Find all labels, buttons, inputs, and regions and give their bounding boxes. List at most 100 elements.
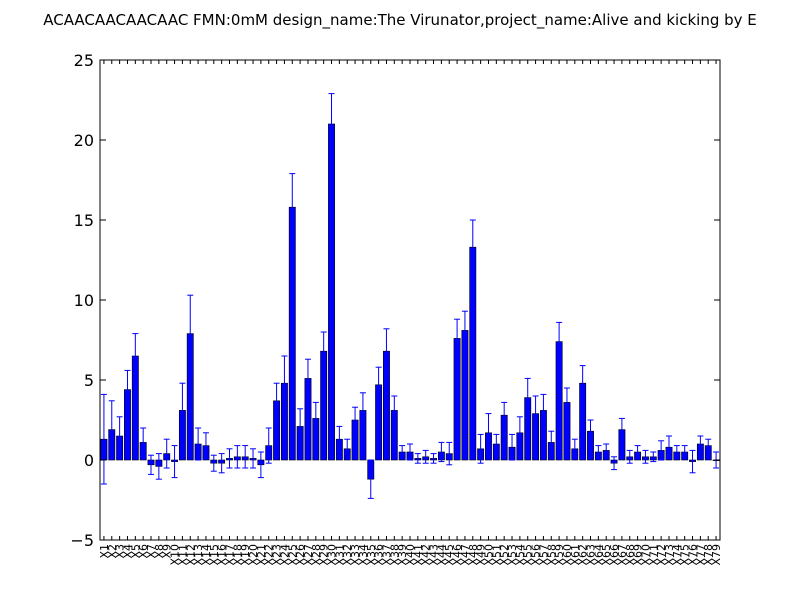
x-tick-label: X64: [592, 544, 605, 566]
x-tick-label: X23: [271, 544, 284, 566]
error-bar-X18: [234, 445, 241, 469]
error-bar-X34: [359, 392, 366, 429]
error-bar-X26: [297, 408, 304, 445]
error-bar-X50: [485, 413, 492, 453]
x-tick-label: X25: [286, 544, 299, 566]
x-tick-label: X38: [388, 544, 401, 566]
x-tick-label: X34: [357, 544, 370, 566]
x-tick-label: X33: [349, 544, 362, 566]
x-tick-label: X61: [569, 544, 582, 566]
error-bar-X70: [642, 449, 649, 464]
error-bar-X6: [140, 427, 147, 458]
x-tick-label: X35: [365, 544, 378, 566]
x-tick-label: X8: [153, 544, 166, 559]
x-tick-label: X43: [428, 544, 441, 566]
error-bar-X2: [108, 400, 115, 459]
x-tick-label: X71: [647, 544, 660, 566]
error-bar-X23: [273, 382, 280, 419]
error-bar-X54: [516, 416, 523, 450]
x-tick-label: X19: [239, 544, 252, 566]
error-bar-X15: [210, 454, 217, 472]
error-bar-X25: [289, 173, 296, 242]
error-bar-X12: [187, 294, 194, 373]
x-tick-label: X36: [373, 544, 386, 566]
x-tick-label: X42: [420, 544, 433, 566]
x-tick-label: X15: [208, 544, 221, 566]
x-tick-label: X44: [435, 544, 448, 566]
x-tick-label: X18: [231, 544, 244, 566]
x-tick-label: X62: [577, 544, 590, 566]
x-tick-label: X6: [137, 544, 150, 559]
x-tick-label: X56: [530, 544, 543, 566]
error-bar-X55: [524, 377, 531, 418]
error-bar-X42: [422, 449, 429, 464]
y-tick-label: 25: [74, 51, 94, 70]
y-tick-label: 0: [84, 451, 94, 470]
x-tick-label: X53: [506, 544, 519, 566]
error-bar-X65: [603, 443, 610, 458]
x-tick-label: X3: [114, 544, 127, 559]
x-tick-label: X7: [145, 544, 158, 559]
x-tick-label: X72: [655, 544, 668, 566]
error-bar-X29: [320, 331, 327, 371]
x-tick-label: X47: [459, 544, 472, 566]
error-bar-X72: [658, 440, 665, 461]
error-bar-X17: [226, 448, 233, 469]
error-bar-X64: [595, 445, 602, 459]
x-tick-label: X37: [380, 544, 393, 566]
error-bar-X30: [328, 93, 335, 155]
x-tick-label: X30: [326, 544, 339, 566]
error-bar-X9: [163, 438, 170, 469]
error-bar-X47: [461, 310, 468, 351]
x-tick-label: X78: [702, 544, 715, 566]
error-bar-X61: [571, 438, 578, 459]
error-bar-X60: [563, 387, 570, 418]
error-bar-X69: [634, 445, 641, 459]
error-bar-X52: [501, 401, 508, 429]
error-bar-X62: [579, 365, 586, 402]
error-bar-X45: [446, 441, 453, 466]
x-tick-label: X57: [537, 544, 550, 566]
plot-frame: [99, 59, 721, 541]
error-bar-X43: [430, 453, 437, 464]
x-tick-label: X22: [263, 544, 276, 566]
x-tick-label: X28: [310, 544, 323, 566]
error-bar-X35: [367, 459, 374, 499]
x-tick-label: X40: [404, 544, 417, 566]
bar-X30: [328, 123, 335, 461]
x-tick-label: X52: [498, 544, 511, 566]
error-bar-X7: [148, 454, 155, 475]
error-bar-X48: [469, 219, 476, 275]
error-bar-X21: [257, 451, 264, 479]
error-bar-X38: [391, 395, 398, 426]
error-bar-X76: [689, 449, 696, 474]
error-bar-X14: [202, 432, 209, 459]
error-bar-X20: [250, 448, 257, 469]
error-bar-X37: [383, 328, 390, 375]
error-bar-X56: [532, 395, 539, 432]
error-bar-X73: [665, 435, 672, 459]
x-axis: X1X2X3X4X5X6X7X8X9X10X11X12X13X14X15X16X…: [98, 60, 723, 566]
error-bar-X24: [281, 355, 288, 411]
x-tick-label: X51: [490, 544, 503, 566]
x-tick-label: X73: [663, 544, 676, 566]
y-tick-label: 20: [74, 131, 94, 150]
x-tick-label: X74: [671, 544, 684, 566]
x-tick-label: X4: [121, 544, 134, 559]
x-tick-label: X60: [561, 544, 574, 566]
x-tick-label: X70: [639, 544, 652, 566]
error-bar-X27: [304, 358, 311, 399]
error-bar-X68: [626, 449, 633, 464]
error-bar-X1: [100, 393, 107, 485]
x-tick-label: X49: [475, 544, 488, 566]
error-bar-X32: [344, 438, 351, 459]
bar-X48: [469, 246, 477, 461]
x-tick-label: X77: [694, 544, 707, 566]
x-tick-label: X24: [278, 544, 291, 566]
error-bar-X19: [242, 445, 249, 469]
error-bar-X13: [195, 427, 202, 461]
x-tick-label: X59: [553, 544, 566, 566]
x-tick-label: X11: [176, 544, 189, 566]
x-tick-label: X65: [600, 544, 613, 566]
